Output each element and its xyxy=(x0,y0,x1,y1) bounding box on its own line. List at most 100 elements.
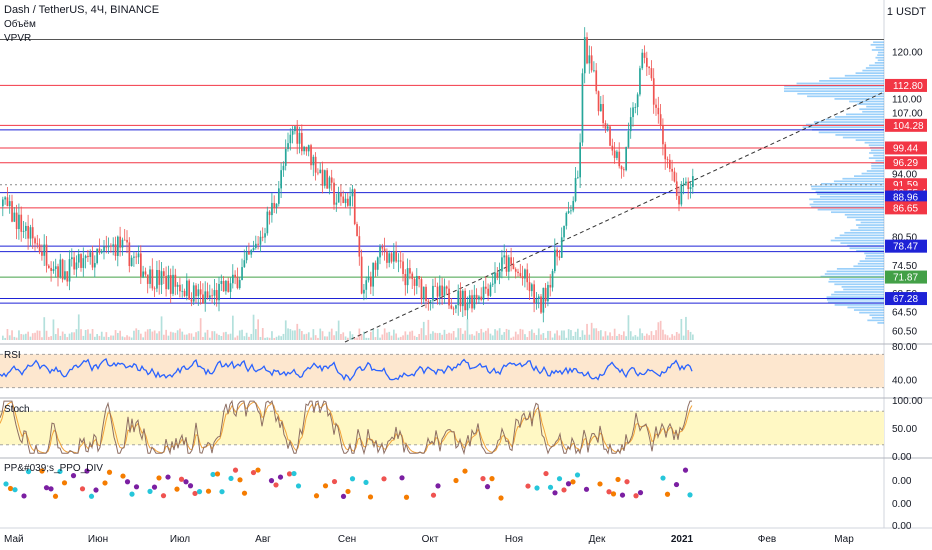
volume-bar xyxy=(595,328,598,340)
volume-bar xyxy=(197,331,200,340)
volume-bar xyxy=(365,337,368,340)
candle-body xyxy=(595,70,598,92)
ppo-point xyxy=(219,489,225,495)
volume-bar xyxy=(452,331,455,340)
volume-bar xyxy=(29,336,32,340)
volume-bar xyxy=(211,331,213,340)
candle-body xyxy=(363,289,365,294)
volume-bar xyxy=(169,331,172,340)
volume-bar xyxy=(190,333,193,340)
candle-body xyxy=(441,285,443,296)
volume-bars xyxy=(2,314,694,340)
volume-bar xyxy=(383,328,386,340)
volume-bar xyxy=(264,337,266,340)
volume-bar xyxy=(680,318,683,340)
time-tick-label: Окт xyxy=(422,534,439,545)
volume-bar xyxy=(381,334,384,340)
volume-bar xyxy=(335,331,338,340)
candle-body xyxy=(420,279,423,300)
candle-body xyxy=(395,251,397,262)
price-level-tag xyxy=(885,78,927,92)
candle-body xyxy=(301,132,303,152)
vpvr-bar xyxy=(833,180,884,183)
candle-body xyxy=(114,244,117,256)
volume-bar xyxy=(333,335,335,340)
volume-bar xyxy=(671,334,673,340)
volume-bar xyxy=(643,335,646,340)
volume-bar xyxy=(278,335,280,340)
price-level-tag-label: 88.96 xyxy=(893,193,918,204)
volume-bar xyxy=(413,335,416,340)
volume-bar xyxy=(156,333,158,340)
volume-bar xyxy=(71,332,73,340)
volume-bar xyxy=(650,331,653,340)
candle-body xyxy=(156,270,158,289)
candle-body xyxy=(317,172,319,174)
candle-body xyxy=(347,198,349,206)
vpvr-bar xyxy=(855,72,884,74)
candle-body xyxy=(510,257,512,264)
candle-body xyxy=(146,274,149,284)
volume-bar xyxy=(351,334,354,340)
candle-body xyxy=(75,262,78,270)
candle-body xyxy=(519,273,522,277)
vpvr-bar xyxy=(864,141,884,144)
ppo-label: PP&#039;s_PPO_DIV xyxy=(4,463,103,474)
price-tick-label: 64.50 xyxy=(892,308,917,319)
volume-bar xyxy=(508,329,510,340)
volume-bar xyxy=(406,334,409,340)
volume-bar xyxy=(678,333,680,340)
candle-body xyxy=(11,201,13,222)
price-level-tag-label: 104.28 xyxy=(893,121,924,132)
candle-body xyxy=(388,253,391,263)
volume-bar xyxy=(68,333,71,340)
ppo-point xyxy=(129,491,135,497)
candle-body xyxy=(319,169,322,174)
price-level-tag-label: 67.28 xyxy=(893,294,918,305)
candle-body xyxy=(234,274,236,278)
volume-bar xyxy=(485,330,487,340)
candle-body xyxy=(312,156,315,166)
volume-bar xyxy=(498,328,501,340)
candle-body xyxy=(565,212,568,226)
candle-body xyxy=(238,280,241,289)
volume-bar xyxy=(227,334,230,340)
volume-bar xyxy=(376,328,379,340)
vpvr-bar xyxy=(834,237,884,239)
ppo-point xyxy=(637,490,644,496)
volume-bar xyxy=(218,334,220,340)
volume-bar xyxy=(202,336,204,340)
candles xyxy=(2,27,694,323)
ppo-point xyxy=(367,494,374,500)
volume-bar xyxy=(234,337,236,340)
vpvr-bar xyxy=(811,188,884,190)
candle-body xyxy=(616,151,618,158)
volume-bar xyxy=(611,336,614,340)
price-level-tag-label: 112.80 xyxy=(893,81,923,92)
ppo-point xyxy=(462,468,468,474)
candle-body xyxy=(563,225,565,238)
candle-body xyxy=(241,267,243,281)
volume-bar xyxy=(50,336,52,340)
vpvr-bar xyxy=(866,105,884,108)
candle-body xyxy=(678,195,680,205)
vpvr-bar xyxy=(871,167,884,170)
volume-bar xyxy=(641,333,644,340)
volume-bar xyxy=(602,336,604,340)
candle-body xyxy=(416,275,418,286)
candle-body xyxy=(648,66,650,69)
vpvr-bar xyxy=(865,67,884,69)
candle-body xyxy=(326,170,328,189)
candle-body xyxy=(535,299,538,304)
volume-bar xyxy=(73,332,75,340)
vpvr-bar xyxy=(824,273,884,275)
volume-bar xyxy=(556,330,558,340)
ppo-point xyxy=(498,495,504,501)
candle-body xyxy=(280,170,282,189)
vpvr-bar xyxy=(867,319,884,322)
ppo-point xyxy=(210,471,216,478)
volume-bar xyxy=(572,336,575,340)
ppo-point xyxy=(565,481,572,487)
volume-bar xyxy=(31,333,34,340)
